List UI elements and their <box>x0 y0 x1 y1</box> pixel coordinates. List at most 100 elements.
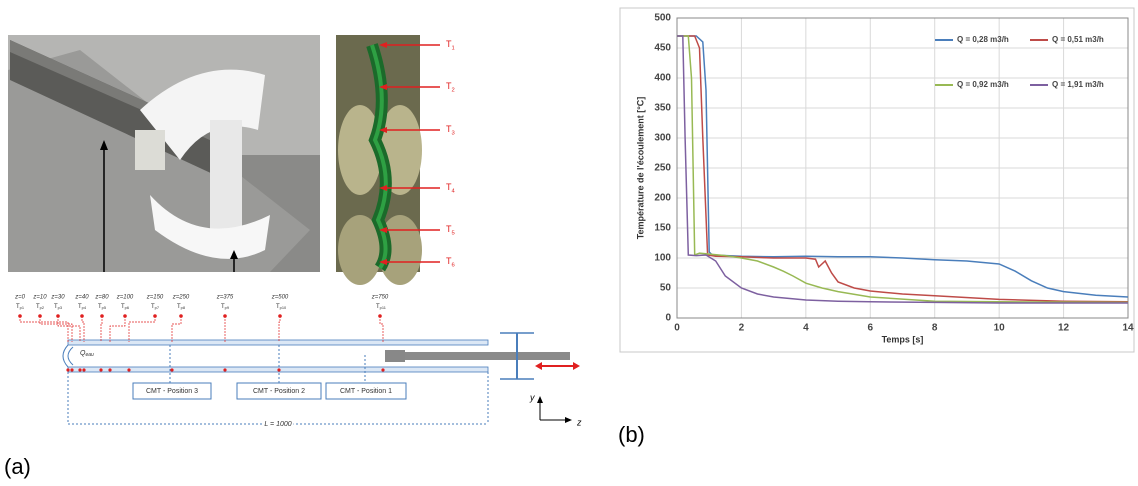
y-tick-label: 300 <box>654 133 671 144</box>
x-tick-label: 6 <box>868 323 874 334</box>
sensor-label: Tp3 <box>54 304 62 310</box>
y-axis-title: Température de l'écoulement [°C] <box>635 97 645 240</box>
sensor-lead <box>278 316 281 342</box>
sensor-dot <box>66 368 70 372</box>
probe-arrowhead <box>379 42 387 48</box>
sensor-label: Tp9 <box>221 304 229 310</box>
sensor-lead <box>109 316 126 342</box>
sensor-label-sub: p7 <box>155 305 159 310</box>
sensor-position: z=750 <box>371 295 389 301</box>
y-tick-label: 500 <box>654 13 671 24</box>
y-tick-label: 450 <box>654 43 671 54</box>
sensor-label-symbol: T <box>221 304 225 310</box>
probe-arrowhead <box>379 259 387 265</box>
series-line <box>677 35 1129 298</box>
sensor-position: z=10 <box>32 295 47 301</box>
sensor-dot <box>277 368 281 372</box>
sensor-lead <box>128 316 156 342</box>
plot-area <box>676 17 1129 319</box>
sensor-label-symbol: T <box>36 304 40 310</box>
probe-label-symbol: T <box>446 39 452 49</box>
sensor-label: Tp1 <box>16 304 24 310</box>
y-tick-label: 400 <box>654 73 671 84</box>
sensor-label-symbol: T <box>177 304 181 310</box>
x-tick-label: 2 <box>739 323 745 334</box>
probe-label-symbol: T <box>446 81 452 91</box>
sensor-label-symbol: T <box>98 304 102 310</box>
sensor-position: z=500 <box>271 295 289 301</box>
position-label: CMT - Position 2 <box>253 388 305 395</box>
x-tick-label: 12 <box>1058 323 1070 334</box>
legend-label: Q = 1,91 m3/h <box>1052 80 1104 89</box>
y-tick-label: 200 <box>654 193 671 204</box>
probe-label-sub: 3 <box>452 130 455 136</box>
sensor-lead <box>81 316 85 342</box>
sensor-lead <box>19 316 69 342</box>
sensor-dot <box>170 368 174 372</box>
x-tick-label: 8 <box>932 323 938 334</box>
probe-label: T3 <box>446 124 455 136</box>
sensor-label-sub: p5 <box>102 305 106 310</box>
length-label: L = 1000 <box>264 421 291 428</box>
sensor-label-sub: p11 <box>380 305 386 310</box>
test-section <box>62 332 580 425</box>
sensor-label: Tp6 <box>121 304 129 310</box>
probe-label: T1 <box>446 39 455 51</box>
probe-label-sub: 4 <box>452 188 456 194</box>
x-tick-label: 4 <box>803 323 809 334</box>
position-label: CMT - Position 3 <box>146 388 198 395</box>
legend-label: Q = 0,28 m3/h <box>957 35 1009 44</box>
probe-label-symbol: T <box>446 256 452 266</box>
sensor-label-sub: p4 <box>82 305 87 310</box>
probe-arrowhead <box>379 84 387 90</box>
sensor-lead <box>379 316 384 342</box>
probe-arrowhead <box>379 127 387 133</box>
panel-label: (a) <box>4 454 31 479</box>
x-axis-title: Temps [s] <box>882 334 924 344</box>
probe-label: T4 <box>446 182 456 194</box>
series-line <box>677 35 1129 303</box>
sensor-position: z=375 <box>216 295 234 301</box>
panel-label: (b) <box>618 422 645 447</box>
sensor-lead <box>57 316 81 342</box>
flow-symbol: Q <box>80 350 86 357</box>
sensor-label-symbol: T <box>151 304 155 310</box>
sensor-label: Tp5 <box>98 304 106 310</box>
y-tick-label: 250 <box>654 163 671 174</box>
probe-label-symbol: T <box>446 182 452 192</box>
flow-sub: eau <box>85 352 94 358</box>
y-tick-label: 150 <box>654 223 671 234</box>
sensor-label-sub: p2 <box>40 305 44 310</box>
sensor-label-symbol: T <box>376 304 380 310</box>
sensor-lead <box>171 316 182 342</box>
sensor-dot <box>78 368 82 372</box>
sensor-dot <box>82 368 86 372</box>
photo-sample <box>8 35 320 272</box>
sensor-position: z=0 <box>14 295 26 301</box>
sensor-dot <box>223 368 227 372</box>
sensor-dot <box>127 368 131 372</box>
sensor-position: z=250 <box>172 295 190 301</box>
sensor-label-symbol: T <box>121 304 125 310</box>
sensor-label: Tp10 <box>276 304 287 310</box>
sensor-label-symbol: T <box>16 304 20 310</box>
x-tick-label: 14 <box>1122 323 1134 334</box>
sensor-dot <box>381 368 385 372</box>
x-tick-label: 0 <box>674 323 680 334</box>
sensor-label: Tp7 <box>151 304 159 310</box>
legend-label: Q = 0,92 m3/h <box>957 80 1009 89</box>
x-tick-label: 10 <box>994 323 1006 334</box>
probe-label: T6 <box>446 256 455 268</box>
series-line <box>677 35 1128 304</box>
sensor-label-sub: p3 <box>58 305 62 310</box>
sensor-label: Tp8 <box>177 304 185 310</box>
sensor-position: z=30 <box>50 295 65 301</box>
probe-label-symbol: T <box>446 224 452 234</box>
axis-y-label: y <box>529 392 535 402</box>
sensor-position: z=40 <box>74 295 89 301</box>
flow-label: Qeau <box>80 350 94 358</box>
sensor-position: z=150 <box>146 295 164 301</box>
sensor-label-sub: p10 <box>280 305 287 310</box>
chart: 0 50 100 150 200 250 300 350 400 450 500 0 2 4 6 8 10 12 1… <box>635 13 1134 345</box>
